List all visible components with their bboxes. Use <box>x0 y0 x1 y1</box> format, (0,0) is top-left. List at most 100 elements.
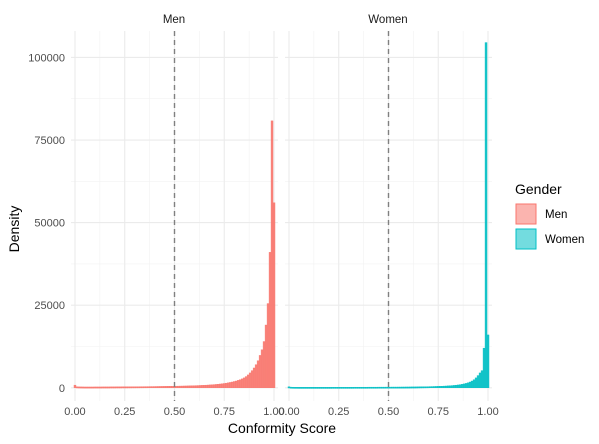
y-axis-ticks: 0 25000 50000 75000 100000 <box>28 52 65 394</box>
histogram-bar <box>458 384 462 388</box>
histogram-bar <box>345 387 348 389</box>
histogram-bar <box>484 42 488 388</box>
histogram-bar <box>361 386 364 389</box>
histogram-bar <box>403 386 406 389</box>
histogram-bar <box>242 377 246 388</box>
histogram-bar <box>73 384 77 388</box>
histogram-bar <box>256 360 260 388</box>
histogram-bar <box>85 386 89 389</box>
x-tick-label: 0.75 <box>214 406 235 418</box>
histogram-bar <box>252 367 256 388</box>
histogram-bar <box>151 386 154 388</box>
histogram-bar <box>99 386 103 389</box>
histogram-bar <box>395 386 398 389</box>
histogram-bar <box>474 377 478 388</box>
x-axis-ticks: 0.00 0.25 0.50 0.75 1.000.00 0.25 0.50 0.75 1.00 <box>64 406 498 418</box>
histogram-bar <box>377 386 380 389</box>
histogram-bar <box>311 387 315 389</box>
histogram-bar <box>365 386 368 389</box>
x-tick-label: 0.00 <box>278 406 299 418</box>
histogram-bar <box>445 385 448 388</box>
histogram-bar <box>450 385 454 388</box>
histogram-bar <box>441 386 444 388</box>
histogram-bar <box>229 382 232 388</box>
histogram-bar <box>77 386 81 389</box>
histogram-bar <box>417 386 420 389</box>
histogram-bar <box>293 387 297 389</box>
histogram-bar <box>183 385 186 388</box>
histogram-bar <box>478 372 482 388</box>
histogram-bar <box>179 385 182 388</box>
histogram-bar <box>447 385 450 388</box>
histogram-bar <box>419 386 422 389</box>
histogram-bar <box>393 386 396 389</box>
histogram-bar <box>472 379 476 388</box>
histogram-bar <box>159 386 162 388</box>
histogram-bar <box>225 382 228 388</box>
women-strip-label: Women <box>368 14 407 26</box>
histogram-bar <box>341 387 344 389</box>
histogram-bar <box>399 386 402 389</box>
histogram-bar <box>197 385 200 388</box>
histogram-bar <box>165 386 168 388</box>
histogram-bar <box>305 387 309 389</box>
legend-label-women: Women <box>545 234 584 246</box>
histogram-bar <box>301 387 305 389</box>
histogram-bar <box>359 386 362 389</box>
histogram-bar <box>429 386 432 388</box>
histogram-bar <box>291 386 295 389</box>
histogram-bar <box>219 383 222 388</box>
histogram-bar <box>331 387 334 389</box>
histogram-bar <box>411 386 414 389</box>
histogram-bar <box>270 120 274 388</box>
histogram-bar <box>313 387 317 389</box>
x-tick-label: 0.25 <box>114 406 135 418</box>
histogram-bar <box>201 385 204 388</box>
histogram-bar <box>167 386 170 388</box>
x-tick-label: 0.75 <box>428 406 449 418</box>
histogram-bar <box>409 386 412 389</box>
histogram-bar <box>373 386 376 389</box>
histogram-bar <box>369 386 372 389</box>
histogram-bar <box>107 386 111 389</box>
histogram-bar <box>169 386 172 388</box>
histogram-bar <box>149 386 152 388</box>
histogram-bar <box>125 386 128 389</box>
histogram-bar <box>121 386 124 389</box>
histogram-bar <box>329 387 332 389</box>
men-strip-label: Men <box>163 14 185 26</box>
x-tick-label: 1.00 <box>477 406 498 418</box>
histogram-bar <box>357 386 360 389</box>
histogram-bar <box>161 386 164 388</box>
histogram-bar <box>109 386 113 389</box>
histogram-bar <box>415 386 418 389</box>
y-tick-label: 100000 <box>28 52 65 64</box>
histogram-bar <box>101 386 105 389</box>
histogram-bar <box>189 385 192 388</box>
histogram-bar <box>383 386 386 389</box>
y-tick-label: 75000 <box>34 135 65 147</box>
histogram-bar <box>268 252 272 388</box>
histogram-bar <box>449 385 452 388</box>
histogram-bar <box>193 385 196 388</box>
histogram-bar <box>254 364 258 388</box>
histogram-bar <box>397 386 400 389</box>
histogram-bar <box>452 385 456 388</box>
histogram-bar <box>213 384 216 388</box>
histogram-bar <box>111 386 114 389</box>
histogram-bar <box>439 386 442 388</box>
histogram-bar <box>195 385 198 388</box>
histogram-bar <box>95 386 99 389</box>
histogram-bar <box>391 386 394 389</box>
histogram-bar <box>123 386 126 389</box>
histogram-bar <box>413 386 416 389</box>
legend-title: Gender <box>515 181 562 197</box>
histogram-bar <box>223 383 226 388</box>
histogram-bar <box>297 387 301 389</box>
histogram-bar <box>217 384 220 388</box>
histogram-bar <box>105 386 109 389</box>
histogram-bar <box>87 386 91 389</box>
histogram-bar <box>323 387 327 389</box>
histogram-bar <box>437 386 440 388</box>
